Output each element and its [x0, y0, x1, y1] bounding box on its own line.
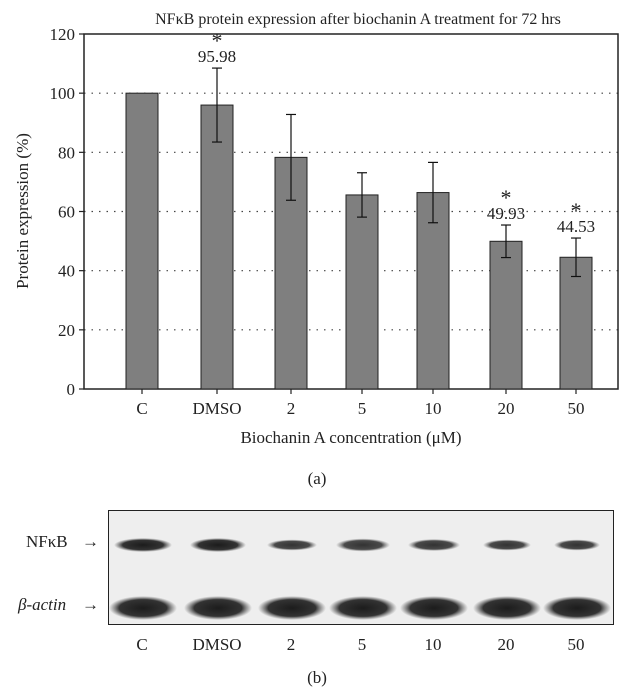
significance-asterisk: * — [571, 198, 582, 223]
y-tick-label: 120 — [50, 25, 76, 44]
y-tick-label: 60 — [58, 203, 75, 222]
western-blot-bands — [109, 538, 611, 620]
blot-lane-label: 5 — [358, 635, 367, 654]
blot-lane-label: C — [136, 635, 147, 654]
blot-lane-label: 50 — [568, 635, 585, 654]
blot-lane-label: 10 — [425, 635, 442, 654]
panel-a-label: (a) — [308, 469, 327, 488]
data-label: 95.98 — [198, 47, 236, 66]
actin-band — [329, 596, 397, 620]
nfkb-band — [336, 538, 390, 552]
y-tick-label: 40 — [58, 262, 75, 281]
nfkb-bands — [114, 538, 600, 552]
x-tick-label: C — [136, 399, 147, 418]
blot-row-labels: NFκB → β-actin → — [17, 532, 99, 614]
actin-band — [543, 596, 611, 620]
blot-lane-label: 2 — [287, 635, 296, 654]
blot-row-arrow-nfkb: → — [82, 532, 99, 551]
blot-lane-label: 20 — [498, 635, 515, 654]
y-axis-ticks: 0 20 40 60 80 100 120 — [50, 25, 84, 399]
bar-10 — [416, 192, 450, 390]
nfkb-band — [483, 539, 531, 551]
data-label: 44.53 — [557, 217, 595, 236]
nfkb-band — [554, 539, 600, 551]
nfkb-band — [267, 539, 317, 551]
actin-band — [400, 596, 468, 620]
blot-lane-labels: C DMSO 2 5 10 20 50 — [136, 635, 584, 654]
significance-asterisk: * — [501, 185, 512, 210]
nfkb-band — [408, 539, 460, 551]
x-tick-label: 50 — [568, 399, 585, 418]
error-bars — [212, 67, 581, 278]
blot-row-arrow-actin: → — [82, 595, 99, 614]
y-tick-label: 20 — [58, 321, 75, 340]
nfkb-band — [114, 538, 172, 552]
actin-bands — [109, 596, 611, 620]
y-tick-label: 80 — [58, 143, 75, 162]
actin-band — [184, 596, 252, 620]
panel-b-label: (b) — [307, 668, 327, 687]
x-tick-label: 10 — [425, 399, 442, 418]
data-labels: 95.98*49.93*44.53* — [198, 28, 595, 236]
nfkb-band — [190, 538, 246, 552]
y-axis-label: Protein expression (%) — [13, 133, 32, 289]
data-label: 49.93 — [487, 204, 525, 223]
western-blot-image — [108, 510, 614, 625]
x-tick-label: 20 — [498, 399, 515, 418]
blot-row-label-actin: β-actin — [17, 595, 66, 614]
significance-asterisk: * — [212, 28, 223, 53]
y-tick-label: 0 — [67, 380, 76, 399]
blot-lane-label: DMSO — [192, 635, 241, 654]
actin-band — [258, 596, 326, 620]
bar-c — [125, 92, 159, 390]
bar-5 — [345, 194, 379, 390]
bar-dmso — [200, 104, 234, 390]
y-tick-label: 100 — [50, 84, 76, 103]
x-tick-label: DMSO — [192, 399, 241, 418]
actin-band — [473, 596, 541, 620]
blot-row-label-nfkb: NFκB — [26, 532, 68, 551]
bars — [125, 92, 593, 390]
x-axis-label: Biochanin A concentration (μM) — [240, 428, 461, 447]
bar-20 — [489, 240, 523, 390]
actin-band — [109, 596, 177, 620]
x-tick-label: 5 — [358, 399, 367, 418]
chart-title: NFκB protein expression after biochanin … — [155, 11, 561, 28]
x-tick-label: 2 — [287, 399, 296, 418]
x-axis-ticks: C DMSO 2 5 10 20 50 — [136, 389, 585, 418]
